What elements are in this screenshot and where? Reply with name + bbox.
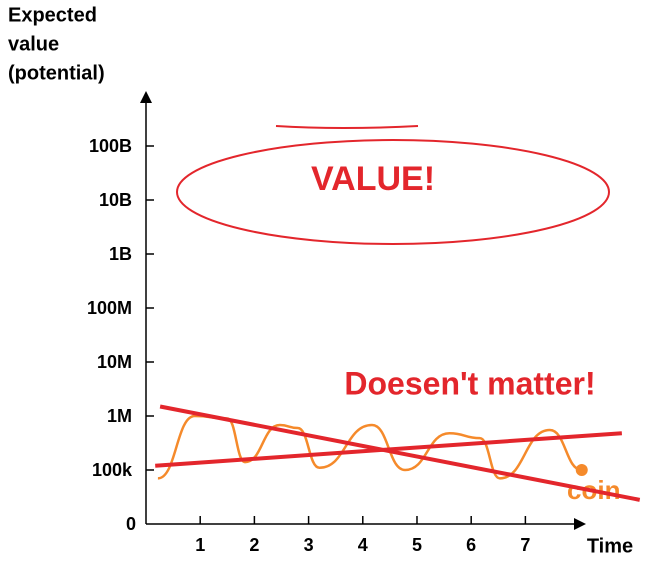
y-axis-label: Expected [8,4,97,26]
x-tick-label: 7 [520,535,530,555]
value-scribble [275,125,419,129]
y-arrow [140,91,152,103]
annotation: VALUE! [311,160,435,198]
y-axis-label: (potential) [8,62,105,84]
value-circle [176,139,610,245]
y-axis-label: value [8,33,59,55]
y-tick-label: 10M [97,352,132,372]
x-axis-label: Time [587,535,633,557]
x-tick-label: 3 [304,535,314,555]
x-tick-label: 5 [412,535,422,555]
x-tick-label: 1 [195,535,205,555]
x-tick-label: 4 [358,535,368,555]
x-tick-label: 6 [466,535,476,555]
end-dot [575,464,588,476]
y-tick-label: 100B [89,136,132,156]
y-tick-label: 1B [109,244,132,264]
series-line [155,431,622,468]
x-arrow [574,518,586,530]
annotation: Doesen't matter! [344,365,595,401]
x-tick-label: 2 [249,535,259,555]
y-tick-label: 10B [99,190,132,210]
y-tick-label: 0 [126,514,136,534]
y-tick-label: 100k [92,460,133,480]
y-tick-label: 1M [107,406,132,426]
y-tick-label: 100M [87,298,132,318]
series-line [159,404,641,502]
